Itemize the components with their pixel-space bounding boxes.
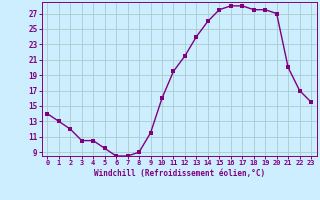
X-axis label: Windchill (Refroidissement éolien,°C): Windchill (Refroidissement éolien,°C) — [94, 169, 265, 178]
